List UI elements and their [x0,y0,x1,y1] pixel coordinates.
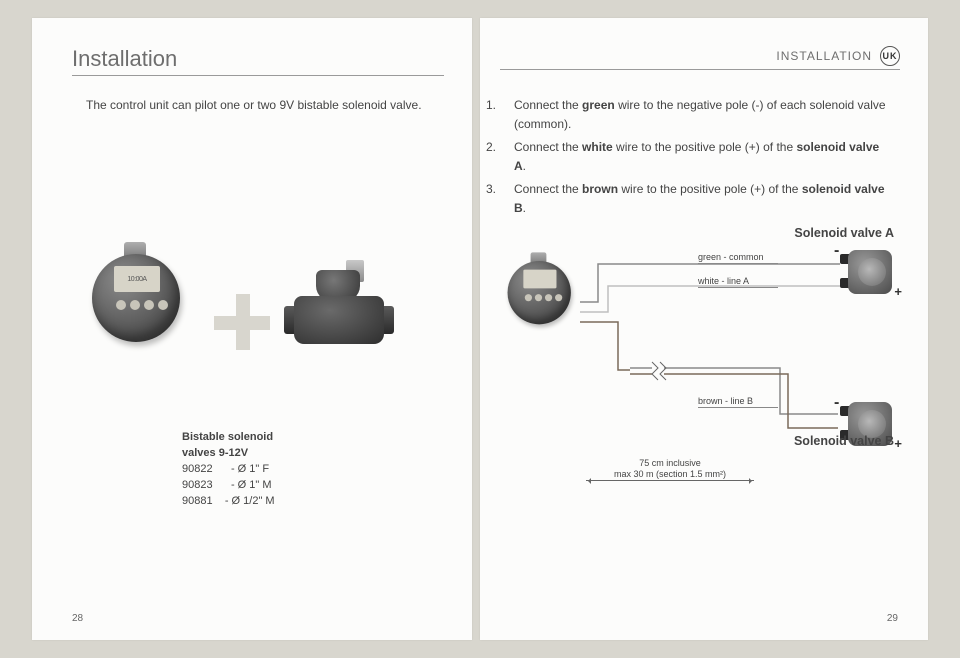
parts-list: Bistable solenoid valves 9-12V 90822 - Ø… [182,430,275,510]
wire-label-green: green - common [698,252,778,264]
uk-badge: UK [880,46,900,66]
parts-title-2: valves 9-12V [182,447,248,459]
dim-line-1: 75 cm inclusive [600,458,740,469]
intro-text: The control unit can pilot one or two 9V… [86,98,422,112]
page-left: Installation The control unit can pilot … [32,18,472,640]
part-1-code: 90822 [182,463,213,475]
part-1-desc: - Ø 1" F [231,463,269,475]
wire-label-brown: brown - line B [698,396,778,408]
part-2-code: 90823 [182,479,213,491]
valve-graphic [284,266,394,354]
controller-lcd: 10:00A [114,266,160,292]
steps-list: 1.Connect the green wire to the negative… [500,96,888,223]
plus-icon [214,294,270,350]
header-right-label: INSTALLATION [776,49,872,63]
step-3: 3.Connect the brown wire to the positive… [514,180,888,217]
part-2-desc: - Ø 1" M [231,479,272,491]
parts-title-1: Bistable solenoid [182,431,273,443]
page-right: INSTALLATION UK 1.Connect the green wire… [480,18,928,640]
page-title: Installation [72,46,177,72]
dim-line-2: max 30 m (section 1.5 mm²) [600,469,740,480]
part-3-code: 90881 [182,495,213,507]
page-number-right: 29 [887,613,898,624]
part-3-desc: - Ø 1/2" M [225,495,275,507]
header-right: INSTALLATION UK [500,46,900,70]
controller-graphic: 10:00A [76,236,196,351]
solenoid-a-title: Solenoid valve A [794,226,894,240]
step-2: 2.Connect the white wire to the positive… [514,138,888,175]
wire-label-white: white - line A [698,276,778,288]
controller-small [496,248,582,331]
step-1: 1.Connect the green wire to the negative… [514,96,888,133]
page-number-left: 28 [72,613,83,624]
solenoid-a: - + [840,250,894,294]
dimension-text: 75 cm inclusive max 30 m (section 1.5 mm… [600,458,740,480]
header-left: Installation [72,46,444,76]
dimension-arrow [586,480,754,481]
solenoid-b-title: Solenoid valve B [794,434,894,448]
